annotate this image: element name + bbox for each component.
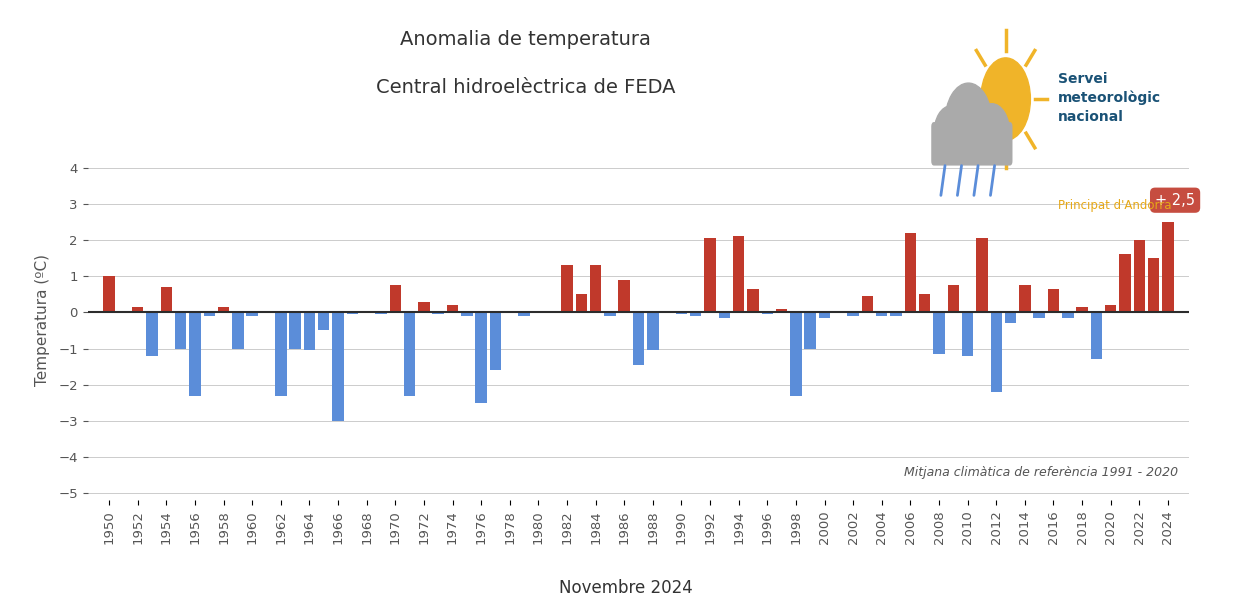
Bar bbox=[1090, 312, 1102, 359]
Bar bbox=[389, 285, 401, 312]
Bar bbox=[418, 302, 429, 312]
Bar bbox=[1077, 307, 1088, 312]
Bar bbox=[160, 287, 172, 312]
Text: Central hidroelèctrica de FEDA: Central hidroelèctrica de FEDA bbox=[376, 78, 676, 98]
Bar bbox=[1133, 240, 1146, 312]
Bar bbox=[490, 312, 501, 370]
Circle shape bbox=[945, 83, 992, 161]
Bar bbox=[819, 312, 830, 318]
Bar bbox=[1162, 222, 1173, 312]
Text: Anomalia de temperatura: Anomalia de temperatura bbox=[401, 30, 651, 49]
Bar bbox=[805, 312, 816, 349]
Bar bbox=[761, 312, 772, 314]
Bar bbox=[247, 312, 258, 316]
Text: Novembre 2024: Novembre 2024 bbox=[560, 579, 692, 597]
Bar bbox=[347, 312, 358, 314]
Bar bbox=[189, 312, 200, 396]
Bar bbox=[790, 312, 801, 396]
Circle shape bbox=[934, 106, 967, 161]
Circle shape bbox=[980, 58, 1030, 140]
Bar bbox=[404, 312, 416, 396]
Bar bbox=[1148, 258, 1159, 312]
Bar bbox=[318, 312, 329, 330]
Bar bbox=[432, 312, 444, 314]
Bar bbox=[647, 312, 659, 350]
Bar bbox=[876, 312, 888, 316]
Bar bbox=[905, 233, 916, 312]
Bar bbox=[1005, 312, 1017, 323]
Bar bbox=[732, 236, 745, 312]
Bar bbox=[1033, 312, 1045, 318]
Bar bbox=[977, 238, 988, 312]
Text: + 2,5: + 2,5 bbox=[1156, 193, 1196, 207]
Bar bbox=[948, 285, 959, 312]
Bar bbox=[104, 276, 115, 312]
Text: Mitjana climàtica de referència 1991 - 2020: Mitjana climàtica de referència 1991 - 2… bbox=[904, 466, 1178, 479]
Bar bbox=[747, 289, 759, 312]
FancyBboxPatch shape bbox=[931, 122, 1013, 166]
Bar bbox=[576, 294, 587, 312]
Bar bbox=[1062, 312, 1073, 318]
Bar bbox=[618, 280, 630, 312]
Bar bbox=[461, 312, 472, 316]
Bar bbox=[676, 312, 687, 314]
Text: Servei
meteorològic
nacional: Servei meteorològic nacional bbox=[1058, 72, 1161, 124]
Bar bbox=[131, 307, 144, 312]
Bar bbox=[118, 311, 129, 312]
Bar bbox=[232, 312, 244, 349]
Bar bbox=[776, 309, 788, 312]
Bar bbox=[175, 312, 187, 349]
Bar bbox=[289, 312, 300, 349]
Bar bbox=[561, 265, 572, 312]
Bar bbox=[590, 265, 601, 312]
Bar bbox=[218, 307, 229, 312]
Bar bbox=[719, 312, 730, 318]
Bar bbox=[990, 312, 1002, 392]
Bar bbox=[447, 305, 458, 312]
Bar bbox=[275, 312, 287, 396]
Bar bbox=[890, 312, 901, 316]
Bar bbox=[705, 238, 716, 312]
Bar bbox=[376, 312, 387, 314]
Bar bbox=[605, 312, 616, 316]
Bar bbox=[204, 312, 215, 316]
Y-axis label: Temperatura (ºC): Temperatura (ºC) bbox=[35, 254, 50, 385]
Text: Principat d'Andorra: Principat d'Andorra bbox=[1058, 199, 1172, 212]
Bar bbox=[919, 294, 930, 312]
Bar bbox=[1048, 289, 1059, 312]
Bar bbox=[962, 312, 973, 356]
Bar bbox=[518, 312, 530, 316]
Bar bbox=[861, 296, 873, 312]
Bar bbox=[146, 312, 158, 356]
Bar bbox=[1106, 305, 1117, 312]
Bar bbox=[690, 312, 701, 316]
Bar bbox=[848, 312, 859, 316]
Circle shape bbox=[974, 104, 1009, 163]
Bar bbox=[476, 312, 487, 403]
Bar bbox=[1119, 254, 1131, 312]
Bar bbox=[304, 312, 316, 350]
Bar bbox=[332, 312, 344, 421]
Bar bbox=[1019, 285, 1030, 312]
Bar bbox=[632, 312, 645, 365]
Bar bbox=[933, 312, 945, 354]
